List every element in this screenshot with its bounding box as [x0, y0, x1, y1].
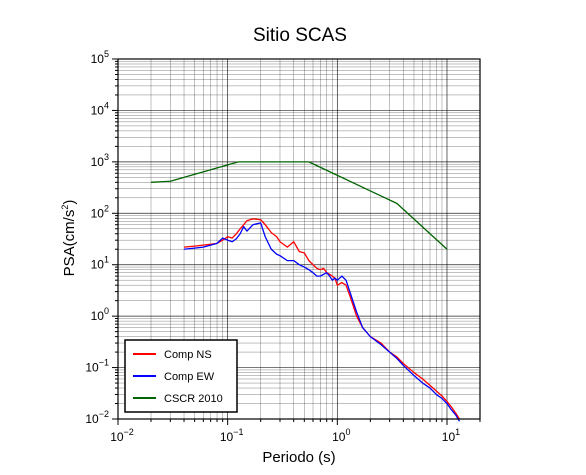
x-axis-label: Periodo (s) — [262, 449, 335, 466]
series-line-cscr-2010 — [150, 161, 448, 250]
legend-label: Comp NS — [164, 349, 212, 361]
y-tick-label: 100 — [91, 306, 109, 323]
y-axis-label: PSA(cm/s2) — [60, 200, 78, 277]
y-tick-label: 10−1 — [85, 358, 109, 375]
x-tick-labels: 10−2 10−1 100 101 — [110, 427, 460, 444]
x-tick-label: 10−2 — [110, 427, 134, 444]
legend-label: CSCR 2010 — [164, 393, 223, 405]
y-tick-labels: 10−2 10−1 100 101 102 103 104 105 — [85, 49, 109, 426]
axis-ticks — [112, 58, 481, 425]
series-line-comp-ew — [183, 222, 461, 422]
y-tick-label: 101 — [91, 255, 109, 272]
chart-series-group — [150, 161, 461, 422]
plot-frame — [117, 58, 481, 420]
chart-legend: Comp NS Comp EW CSCR 2010 — [124, 339, 238, 413]
y-tick-label: 102 — [91, 203, 109, 220]
y-tick-label: 103 — [91, 152, 109, 169]
y-tick-label: 10−2 — [85, 409, 109, 426]
chart-title: Sitio SCAS — [253, 25, 347, 46]
series-line-comp-ns — [183, 218, 461, 420]
y-tick-label: 104 — [91, 100, 109, 117]
x-tick-label: 101 — [442, 427, 460, 444]
y-tick-label: 105 — [91, 49, 109, 66]
x-tick-label: 10−1 — [220, 427, 244, 444]
x-tick-label: 100 — [332, 427, 350, 444]
legend-label: Comp EW — [164, 371, 215, 383]
